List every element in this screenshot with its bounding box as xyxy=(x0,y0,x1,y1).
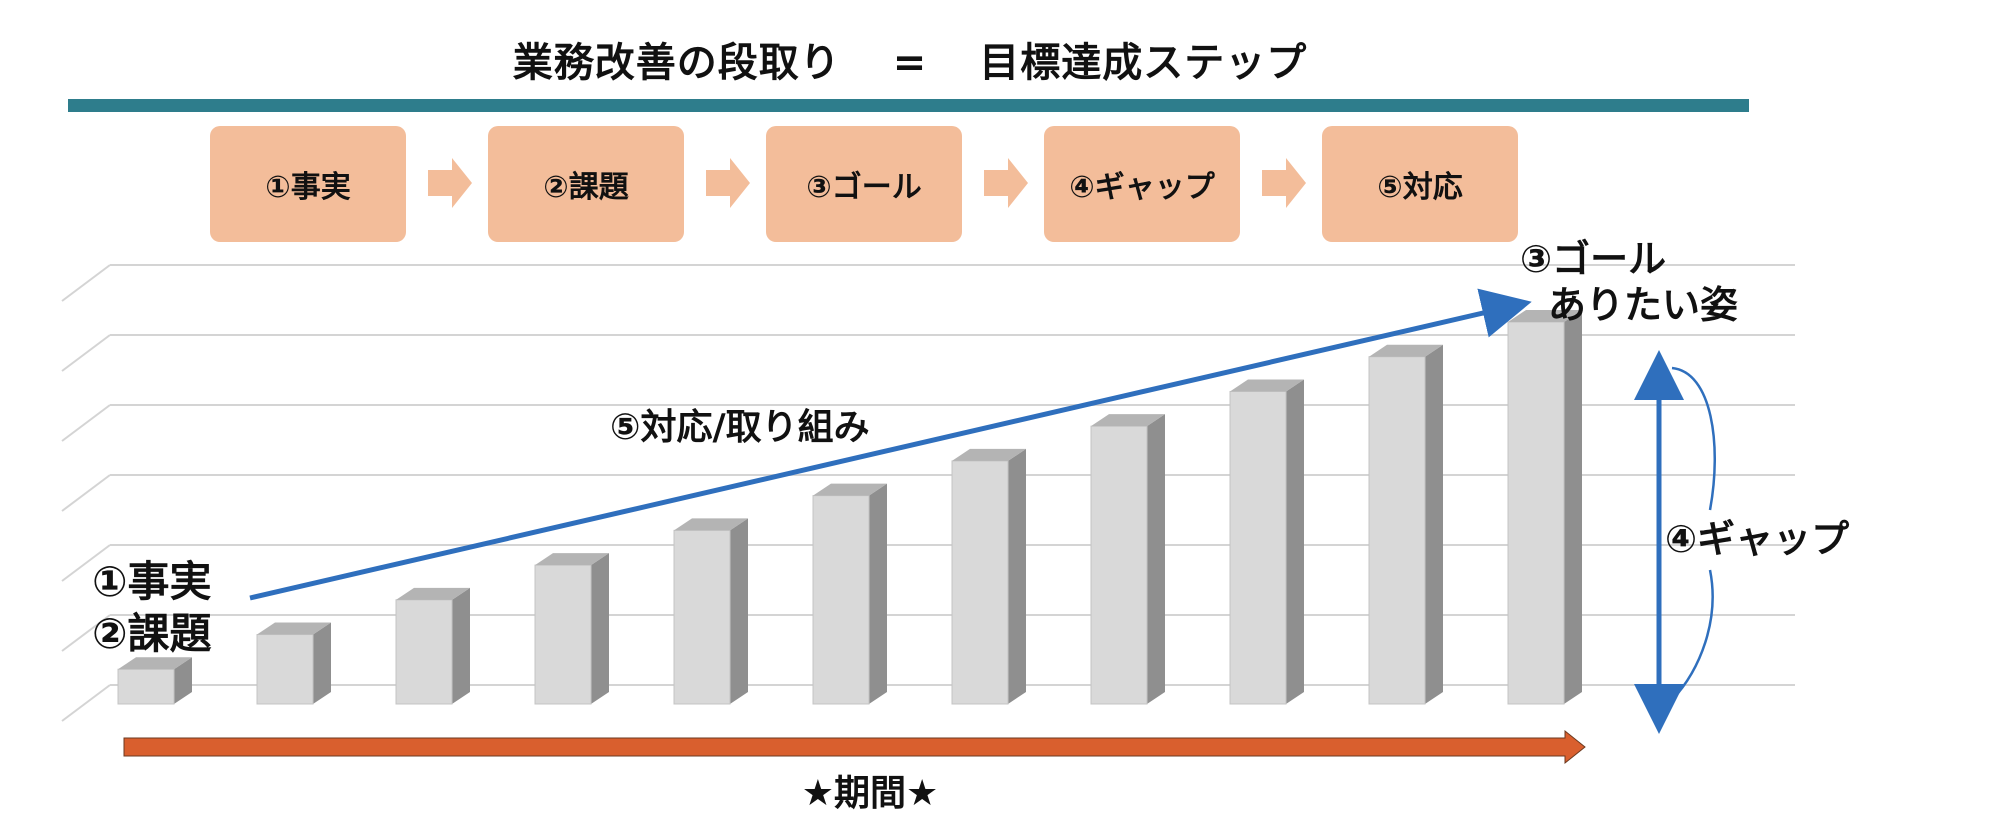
bar xyxy=(1229,379,1304,705)
bar xyxy=(1368,344,1443,705)
bar-side xyxy=(1564,310,1582,704)
bar-front xyxy=(673,529,731,705)
bar-top xyxy=(1230,379,1304,392)
gap-brace-bottom xyxy=(1671,569,1714,701)
bar-side xyxy=(1008,448,1026,704)
arrow-right-icon xyxy=(1262,158,1306,208)
trend-arrow xyxy=(249,288,1532,601)
goal-sub-label: ありたい姿 xyxy=(1548,283,1739,327)
page-title: 業務改善の段取り = 目標達成ステップ xyxy=(0,30,1820,88)
title-left: 業務改善の段取り xyxy=(512,40,841,86)
bar-front xyxy=(117,668,175,705)
bar-top xyxy=(396,587,470,600)
bar-front xyxy=(951,460,1009,705)
step-box-issue: ②課題 xyxy=(488,126,684,242)
grid-diagonal xyxy=(61,404,111,442)
bar-side xyxy=(869,483,887,704)
bar xyxy=(812,483,887,705)
bar-side xyxy=(313,622,331,704)
bar-top xyxy=(674,518,748,531)
bar-front xyxy=(1507,321,1565,705)
bar-top xyxy=(1091,414,1165,427)
bar-top xyxy=(813,483,887,496)
bar-series xyxy=(117,310,1582,705)
issue-label: ②課題 xyxy=(92,609,212,658)
fact-issue-label: ①事実 ②課題 xyxy=(92,556,212,660)
bar-front xyxy=(256,634,314,705)
bar xyxy=(673,518,748,705)
bar-side xyxy=(1147,414,1165,704)
bar-top xyxy=(118,657,192,670)
gap-label: ④ギャップ xyxy=(1665,517,1850,561)
bar-top xyxy=(257,622,331,635)
grid-diagonal xyxy=(61,334,111,372)
step-box-gap: ④ギャップ xyxy=(1044,126,1240,242)
bar-front xyxy=(812,495,870,705)
title-right: 目標達成ステップ xyxy=(979,40,1308,86)
bar xyxy=(951,448,1026,705)
bar xyxy=(256,622,331,705)
arrow-right-icon xyxy=(428,158,472,208)
bar-front xyxy=(1090,425,1148,705)
bar-side xyxy=(1425,344,1443,704)
bar-front xyxy=(1368,356,1426,705)
bar-side xyxy=(452,587,470,704)
grid-diagonal xyxy=(61,474,111,512)
bar xyxy=(1090,414,1165,705)
title-equals: = xyxy=(892,40,928,86)
grid-diagonal xyxy=(61,684,111,722)
goal-label-group: ③ゴール ありたい姿 xyxy=(1520,236,1738,328)
bar-front xyxy=(534,564,592,705)
arrow-right-icon xyxy=(984,158,1028,208)
step-box-fact: ①事実 xyxy=(210,126,406,242)
title-rule xyxy=(68,99,1749,112)
bar xyxy=(395,587,470,705)
grid-diagonal xyxy=(61,264,111,302)
goal-label: ③ゴール xyxy=(1520,237,1667,281)
fact-label: ①事実 xyxy=(92,557,212,606)
bar xyxy=(117,657,192,705)
bar-front xyxy=(395,599,453,705)
step-box-action: ⑤対応 xyxy=(1322,126,1518,242)
period-label: ★期間★ xyxy=(801,773,939,814)
bar-side xyxy=(730,518,748,704)
grid-diagonal xyxy=(61,544,111,582)
bar-side xyxy=(1286,379,1304,704)
gap-brace-top xyxy=(1671,366,1716,511)
arrow-right-icon xyxy=(706,158,750,208)
grid-diagonal xyxy=(61,614,111,652)
bar xyxy=(1507,310,1582,705)
bar-front xyxy=(1229,390,1287,705)
bar-top xyxy=(1369,344,1443,357)
step-box-goal: ③ゴール xyxy=(766,126,962,242)
period-arrow xyxy=(123,729,1586,765)
bar-side xyxy=(591,553,609,704)
action-label: ⑤対応/取り組み xyxy=(610,407,870,448)
bar-side xyxy=(174,657,192,704)
bar xyxy=(534,553,609,705)
bar-top xyxy=(535,553,609,566)
bar-top xyxy=(952,448,1026,461)
